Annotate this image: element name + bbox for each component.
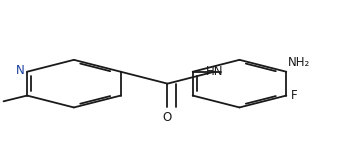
Text: F: F <box>290 89 297 102</box>
Text: HN: HN <box>205 65 223 78</box>
Text: NH₂: NH₂ <box>288 56 310 69</box>
Text: N: N <box>15 64 24 78</box>
Text: O: O <box>163 111 172 124</box>
